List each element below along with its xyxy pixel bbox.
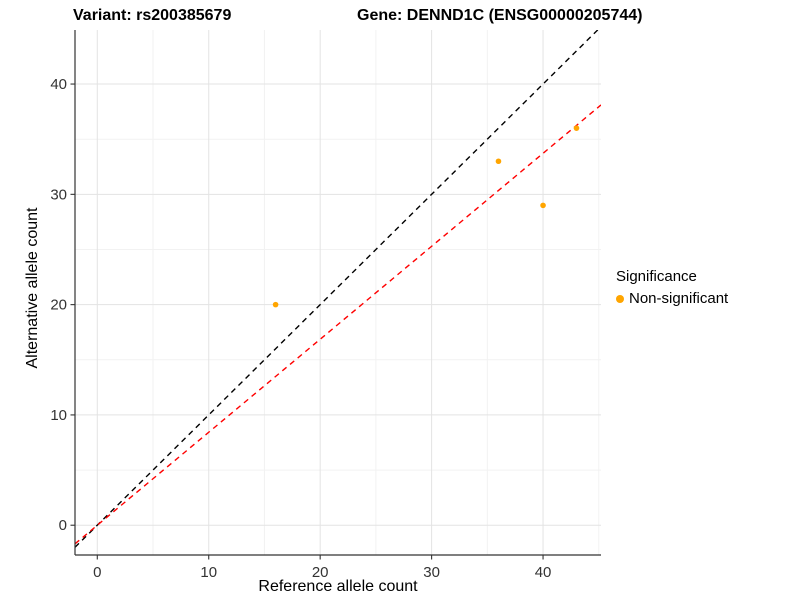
legend: Significance Non-significant [616, 268, 728, 307]
data-point [573, 125, 580, 131]
y-tick-label: 40 [50, 76, 67, 93]
y-tick-label: 10 [50, 407, 67, 424]
x-tick-label: 40 [535, 564, 552, 581]
identity-line [75, 30, 599, 548]
data-point [272, 301, 279, 308]
fit-line [75, 104, 601, 545]
x-tick-label: 30 [423, 564, 440, 581]
gene-title: Gene: DENND1C (ENSG00000205744) [357, 7, 643, 24]
data-point [540, 202, 546, 209]
y-tick-label: 0 [59, 517, 67, 534]
legend-title: Significance [616, 268, 697, 285]
legend-item-non-significant: Non-significant [616, 290, 728, 307]
data-point [495, 158, 502, 165]
x-tick-label: 10 [200, 564, 217, 581]
legend-item-label: Non-significant [629, 290, 729, 307]
y-tick-label: 30 [50, 186, 67, 203]
x-axis-label: Reference allele count [258, 578, 418, 595]
variant-title: Variant: rs200385679 [73, 7, 232, 24]
x-tick-label: 20 [312, 564, 329, 581]
y-tick-label: 20 [50, 297, 67, 314]
y-axis-label: Alternative allele count [24, 207, 41, 369]
non-significant-dot-icon [616, 294, 624, 303]
x-tick-label: 0 [93, 564, 101, 581]
